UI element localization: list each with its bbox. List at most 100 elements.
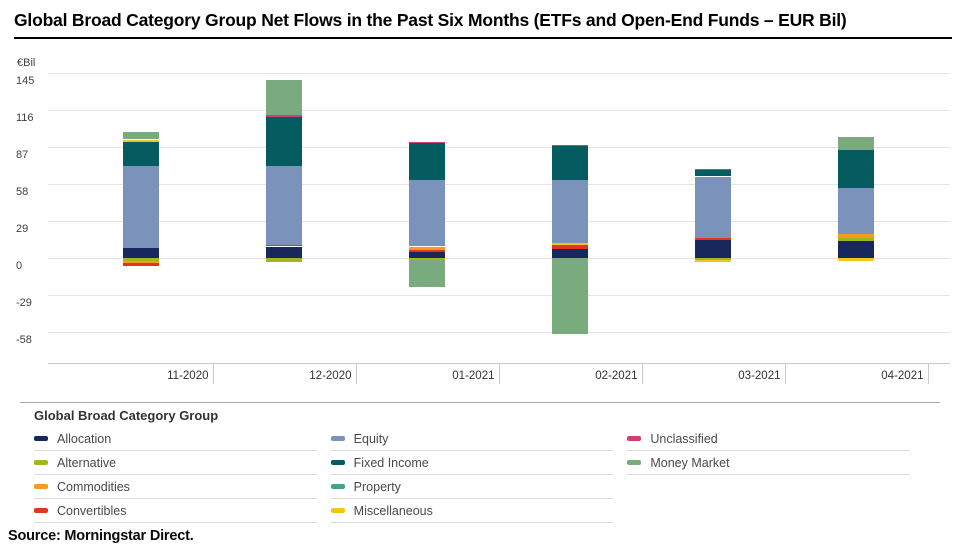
legend-swatch-fixed_income-icon xyxy=(330,460,345,465)
y-tick-label: 116 xyxy=(16,112,34,125)
bar-segment-money_market xyxy=(123,131,159,140)
legend-item-alternative: Alternative xyxy=(34,451,317,475)
bar-segment-equity xyxy=(838,187,874,234)
gridline xyxy=(48,147,950,149)
gridline xyxy=(48,258,950,259)
x-axis-line xyxy=(48,363,950,364)
bar-segment-commodities xyxy=(838,233,874,239)
bar-segment-convertibles xyxy=(695,237,731,241)
bar-segment-equity xyxy=(552,180,588,243)
bar-segment-fixed_income xyxy=(409,143,445,181)
x-axis-month-label: 04-2021 xyxy=(881,370,924,382)
legend-item-label: Alternative xyxy=(57,455,117,470)
bar-segment-fixed_income xyxy=(695,170,731,177)
bar-segment-miscellaneous xyxy=(123,139,159,142)
legend-column: Allocation Alternative Commodities Converti… xyxy=(34,427,317,523)
bar-segment-fixed_income xyxy=(838,149,874,188)
bar-segment-fixed_income xyxy=(552,145,588,181)
bar-segment-money_market xyxy=(552,258,588,335)
x-axis-month-label: 01-2021 xyxy=(452,370,495,382)
bar-segment-alternative xyxy=(695,258,731,260)
y-tick-label: 87 xyxy=(16,149,29,162)
bar-segment-alternative xyxy=(409,258,445,260)
bar-segment-allocation xyxy=(695,240,731,258)
x-axis-tick xyxy=(355,363,357,384)
legend-item-commodities: Commodities xyxy=(34,475,317,499)
y-tick-label: 145 xyxy=(16,75,35,88)
bar-segment-miscellaneous xyxy=(695,259,731,262)
bar-segment-money_market xyxy=(838,137,874,150)
bar-segment-money_market xyxy=(266,79,302,116)
bar-segment-convertibles xyxy=(266,244,302,247)
gridline xyxy=(48,294,950,296)
legend-item-label: Money Market xyxy=(650,455,730,470)
legend-column: Unclassified Money Market xyxy=(627,427,911,523)
x-axis-tick xyxy=(784,363,786,384)
legend-item-label: Convertibles xyxy=(57,503,127,518)
legend-item-unclassified: Unclassified xyxy=(627,427,911,451)
bar-segment-convertibles xyxy=(409,249,445,252)
bar-segment-miscellaneous xyxy=(838,258,874,261)
gridline xyxy=(48,110,950,112)
bar-segment-allocation xyxy=(123,247,159,258)
bar-segment-alternative xyxy=(266,258,302,262)
legend-item-label: Commodities xyxy=(57,479,130,494)
legend-column: Equity Fixed Income Property Miscellaneous xyxy=(330,427,614,523)
bar-segment-equity xyxy=(409,180,445,247)
bar-segment-allocation xyxy=(409,251,445,258)
gridline xyxy=(48,184,950,186)
x-axis-tick xyxy=(212,363,214,384)
bar-segment-fixed_income xyxy=(266,117,302,166)
legend-swatch-miscellaneous-icon xyxy=(330,508,345,513)
legend-swatch-equity-icon xyxy=(330,436,345,441)
legend-title: Global Broad Category Group xyxy=(34,408,219,423)
legend-swatch-alternative-icon xyxy=(34,460,48,465)
bar-segment-alternative xyxy=(123,258,159,261)
title-underline xyxy=(14,37,952,39)
bar-segment-alternative xyxy=(838,238,874,242)
bar-segment-allocation xyxy=(266,246,302,258)
legend-item-miscellaneous: Miscellaneous xyxy=(330,499,614,523)
bar-segment-unclassified xyxy=(409,142,445,144)
legend-item-label: Miscellaneous xyxy=(353,503,433,518)
gridline xyxy=(48,221,950,223)
x-axis-tick xyxy=(498,363,500,384)
gridline xyxy=(48,73,950,75)
legend-item-label: Property xyxy=(353,479,401,494)
x-axis-tick xyxy=(927,363,929,384)
bar-segment-equity xyxy=(123,166,159,248)
y-tick-label: 0 xyxy=(16,260,23,272)
legend-item-equity: Equity xyxy=(330,427,614,451)
legend-swatch-money_market-icon xyxy=(627,460,642,465)
bar-segment-fixed_income xyxy=(123,142,159,167)
bar-segment-equity xyxy=(266,165,302,245)
legend-item-label: Fixed Income xyxy=(353,455,429,470)
legend-item-money_market: Money Market xyxy=(627,451,911,475)
y-tick-label: -58 xyxy=(16,333,32,346)
legend-swatch-unclassified-icon xyxy=(627,436,642,441)
legend-item-label: Unclassified xyxy=(650,431,718,446)
x-axis-tick xyxy=(641,363,643,384)
bar-segment-unclassified xyxy=(552,144,588,146)
y-tick-label: -29 xyxy=(16,296,32,309)
x-axis-month-label: 02-2021 xyxy=(595,370,638,382)
bar-segment-miscellaneous xyxy=(552,242,588,246)
legend: Allocation Alternative Commodities Converti… xyxy=(34,427,924,523)
bar-segment-equity xyxy=(695,176,731,238)
legend-item-property: Property xyxy=(330,475,614,499)
x-axis-month-label: 03-2021 xyxy=(738,370,781,382)
bar-segment-commodities xyxy=(123,260,159,263)
legend-swatch-property-icon xyxy=(330,484,345,489)
y-axis-unit-label: €Bil xyxy=(17,57,36,69)
bar-segment-convertibles xyxy=(123,263,159,266)
bar-segment-money_market xyxy=(409,259,445,287)
x-axis-month-label: 11-2020 xyxy=(167,370,209,382)
bar-segment-convertibles xyxy=(552,245,588,250)
legend-swatch-convertibles-icon xyxy=(34,508,48,513)
bar-segment-unclassified xyxy=(695,168,731,171)
legend-swatch-allocation-icon xyxy=(34,436,48,441)
bar-segment-allocation xyxy=(552,249,588,258)
legend-item-fixed_income: Fixed Income xyxy=(330,451,614,475)
legend-item-convertibles: Convertibles xyxy=(34,499,317,523)
